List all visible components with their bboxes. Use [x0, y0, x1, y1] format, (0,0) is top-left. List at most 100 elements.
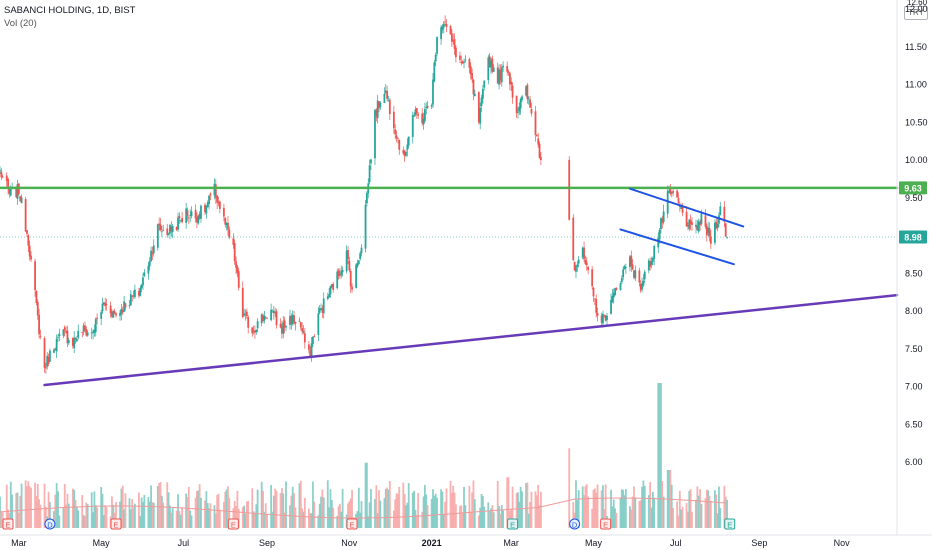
volume-bar: [47, 491, 50, 528]
candle: [330, 283, 333, 289]
volume-bar: [445, 488, 448, 528]
candle: [496, 62, 499, 85]
candle: [289, 309, 291, 330]
candle: [417, 112, 420, 120]
y-tick-label-partial: 12.60: [907, 0, 928, 7]
candle: [332, 281, 335, 293]
candle: [84, 321, 86, 333]
volume-bar: [444, 501, 447, 528]
candle: [581, 246, 584, 260]
volume-bar: [414, 509, 417, 528]
candles: [0, 15, 728, 374]
candle: [185, 203, 188, 229]
candle: [71, 337, 74, 349]
volume-bar: [260, 481, 263, 528]
dividend-marker[interactable]: D: [569, 518, 581, 530]
candle: [17, 182, 20, 196]
volume-bar: [615, 512, 618, 528]
volume-bar: [430, 499, 433, 528]
volume-bar: [421, 511, 424, 528]
candle: [357, 260, 360, 266]
candle: [685, 205, 688, 228]
candle: [468, 57, 471, 74]
dividend-marker[interactable]: D: [44, 518, 56, 530]
drawings[interactable]: [0, 186, 899, 387]
volume-bar: [455, 504, 457, 528]
candle: [121, 306, 124, 316]
candle: [575, 264, 577, 278]
volume-bar: [661, 481, 664, 528]
volume-bar: [367, 516, 370, 528]
volume-bar: [681, 506, 684, 528]
candle: [724, 222, 727, 237]
volume-bar: [538, 505, 541, 528]
volume-bar: [27, 481, 30, 528]
volume-bar: [341, 489, 344, 528]
volume-bar: [653, 497, 656, 528]
volume-bar: [317, 515, 320, 528]
volume-bar: [459, 505, 461, 528]
candle: [695, 219, 697, 234]
volume-bar: [44, 506, 47, 528]
volume-bar: [214, 513, 217, 528]
earnings-marker[interactable]: E: [110, 518, 122, 530]
volume-bar: [337, 506, 340, 528]
candle: [643, 269, 646, 283]
candle: [411, 111, 414, 144]
candle: [132, 290, 135, 299]
candle: [251, 327, 254, 337]
candle: [329, 285, 332, 298]
volume-bar: [30, 487, 32, 528]
candle: [317, 306, 320, 342]
volume-bar: [452, 485, 455, 528]
candle: [178, 212, 181, 224]
volume-bar: [719, 507, 722, 528]
candle: [133, 284, 136, 299]
volume-bar: [270, 485, 273, 528]
price-label-last: 8.98: [899, 230, 927, 244]
volume-bar: [402, 482, 405, 528]
currency-button[interactable]: TRY: [904, 6, 928, 20]
volume-bar: [86, 504, 89, 528]
earnings-marker[interactable]: E: [724, 518, 736, 530]
volume-bar: [392, 510, 395, 528]
volume-bar: [120, 488, 123, 528]
volume-bar: [631, 496, 634, 528]
volume-bar: [611, 506, 614, 528]
candle: [527, 96, 530, 105]
candle: [426, 100, 429, 109]
volume-bar: [24, 480, 27, 528]
candle: [481, 85, 484, 104]
earnings-marker[interactable]: E: [346, 518, 358, 530]
candle: [622, 266, 625, 281]
candle: [374, 108, 376, 166]
chart-legend: SABANCI HOLDING, 1D, BIST Vol (20): [4, 4, 135, 30]
volume-indicator-label: Vol (20): [4, 18, 37, 29]
volume-bar: [527, 513, 530, 528]
x-tick-label: May: [93, 538, 111, 548]
volume-bar: [612, 499, 615, 528]
earnings-marker[interactable]: E: [600, 518, 612, 530]
candle: [142, 272, 144, 290]
earnings-marker[interactable]: E: [227, 518, 239, 530]
candle: [75, 335, 78, 343]
volume-bar: [189, 510, 192, 528]
volume-bar: [471, 492, 474, 528]
volume-bar: [17, 512, 20, 528]
volume-bar: [417, 492, 420, 528]
volume-bar: [697, 495, 700, 528]
candle: [272, 305, 275, 320]
candle: [583, 241, 585, 262]
candle: [638, 267, 641, 287]
volume-bar: [318, 503, 321, 528]
volume-bar: [105, 507, 108, 528]
earnings-marker[interactable]: E: [2, 518, 14, 530]
candle: [630, 250, 633, 272]
candle: [228, 226, 231, 240]
volume-bar: [619, 498, 622, 528]
candle: [383, 87, 386, 104]
candle: [218, 200, 221, 214]
earnings-marker[interactable]: E: [507, 518, 519, 530]
